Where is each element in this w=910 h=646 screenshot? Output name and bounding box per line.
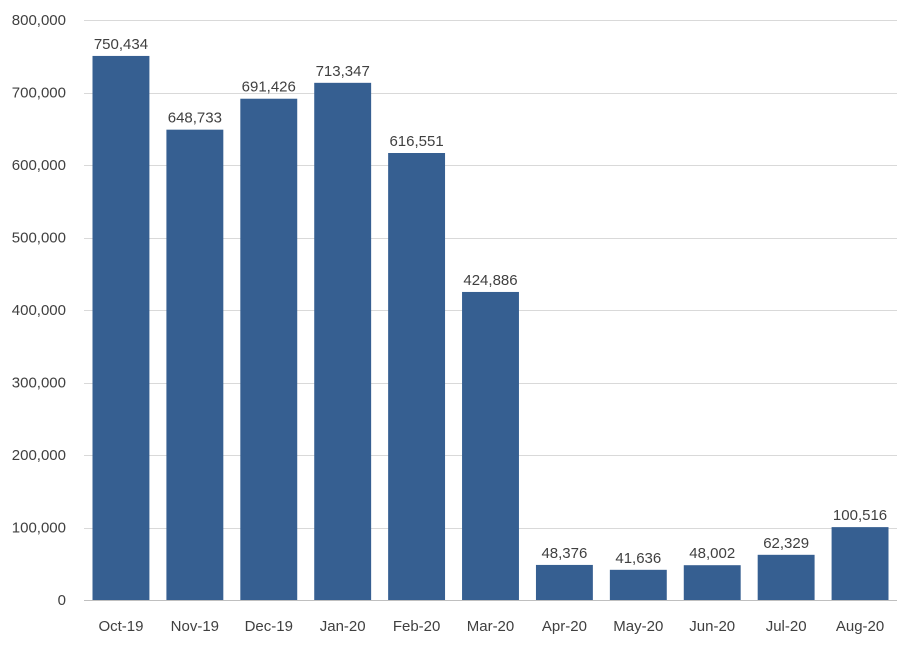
x-tick-label: Aug-20 bbox=[836, 618, 884, 635]
bar bbox=[831, 527, 889, 600]
x-tick-label: Jun-20 bbox=[689, 618, 735, 635]
x-tick-label: Dec-19 bbox=[245, 618, 293, 635]
bars bbox=[92, 55, 889, 600]
y-tick-label: 800,000 bbox=[12, 12, 66, 29]
y-tick-label: 100,000 bbox=[12, 520, 66, 537]
data-label: 100,516 bbox=[833, 507, 887, 524]
y-tick-label: 300,000 bbox=[12, 375, 66, 392]
x-axis-ticks: Oct-19 Nov-19 Dec-19 Jan-20 Feb-20 Mar-20 Apr-… bbox=[98, 618, 884, 635]
data-label: 691,426 bbox=[242, 79, 296, 96]
bar bbox=[609, 569, 667, 600]
bar bbox=[240, 98, 298, 600]
y-axis-ticks: 0 100,000 200,000 300,000 400,000 500,000 600,… bbox=[12, 12, 66, 609]
y-tick-label: 200,000 bbox=[12, 447, 66, 464]
data-labels: 750,434 648,733 691,426 713,347 616,551 424,8… bbox=[94, 36, 887, 567]
bar bbox=[388, 153, 446, 600]
bar bbox=[462, 291, 519, 600]
x-tick-label: May-20 bbox=[613, 618, 663, 635]
data-label: 648,733 bbox=[168, 110, 222, 127]
y-tick-label: 0 bbox=[58, 592, 66, 609]
x-tick-label: Jan-20 bbox=[320, 618, 366, 635]
bar bbox=[683, 565, 741, 600]
x-tick-label: Apr-20 bbox=[542, 618, 587, 635]
data-label: 713,347 bbox=[316, 63, 370, 80]
bar bbox=[314, 82, 372, 600]
bar bbox=[535, 564, 593, 600]
data-label: 41,636 bbox=[615, 550, 661, 567]
data-label: 750,434 bbox=[94, 36, 148, 53]
x-tick-label: Mar-20 bbox=[467, 618, 515, 635]
data-label: 48,376 bbox=[541, 545, 587, 562]
data-label: 616,551 bbox=[389, 133, 443, 150]
bar bbox=[757, 554, 815, 600]
x-tick-label: Jul-20 bbox=[766, 618, 807, 635]
y-tick-label: 700,000 bbox=[12, 85, 66, 102]
data-label: 424,886 bbox=[463, 272, 517, 289]
bar bbox=[92, 55, 150, 600]
data-label: 48,002 bbox=[689, 545, 735, 562]
data-label: 62,329 bbox=[763, 535, 809, 552]
x-tick-label: Feb-20 bbox=[393, 618, 441, 635]
x-tick-label: Nov-19 bbox=[171, 618, 219, 635]
bar bbox=[166, 129, 224, 600]
y-tick-label: 600,000 bbox=[12, 157, 66, 174]
y-tick-label: 500,000 bbox=[12, 230, 66, 247]
y-tick-label: 400,000 bbox=[12, 302, 66, 319]
x-tick-label: Oct-19 bbox=[98, 618, 143, 635]
